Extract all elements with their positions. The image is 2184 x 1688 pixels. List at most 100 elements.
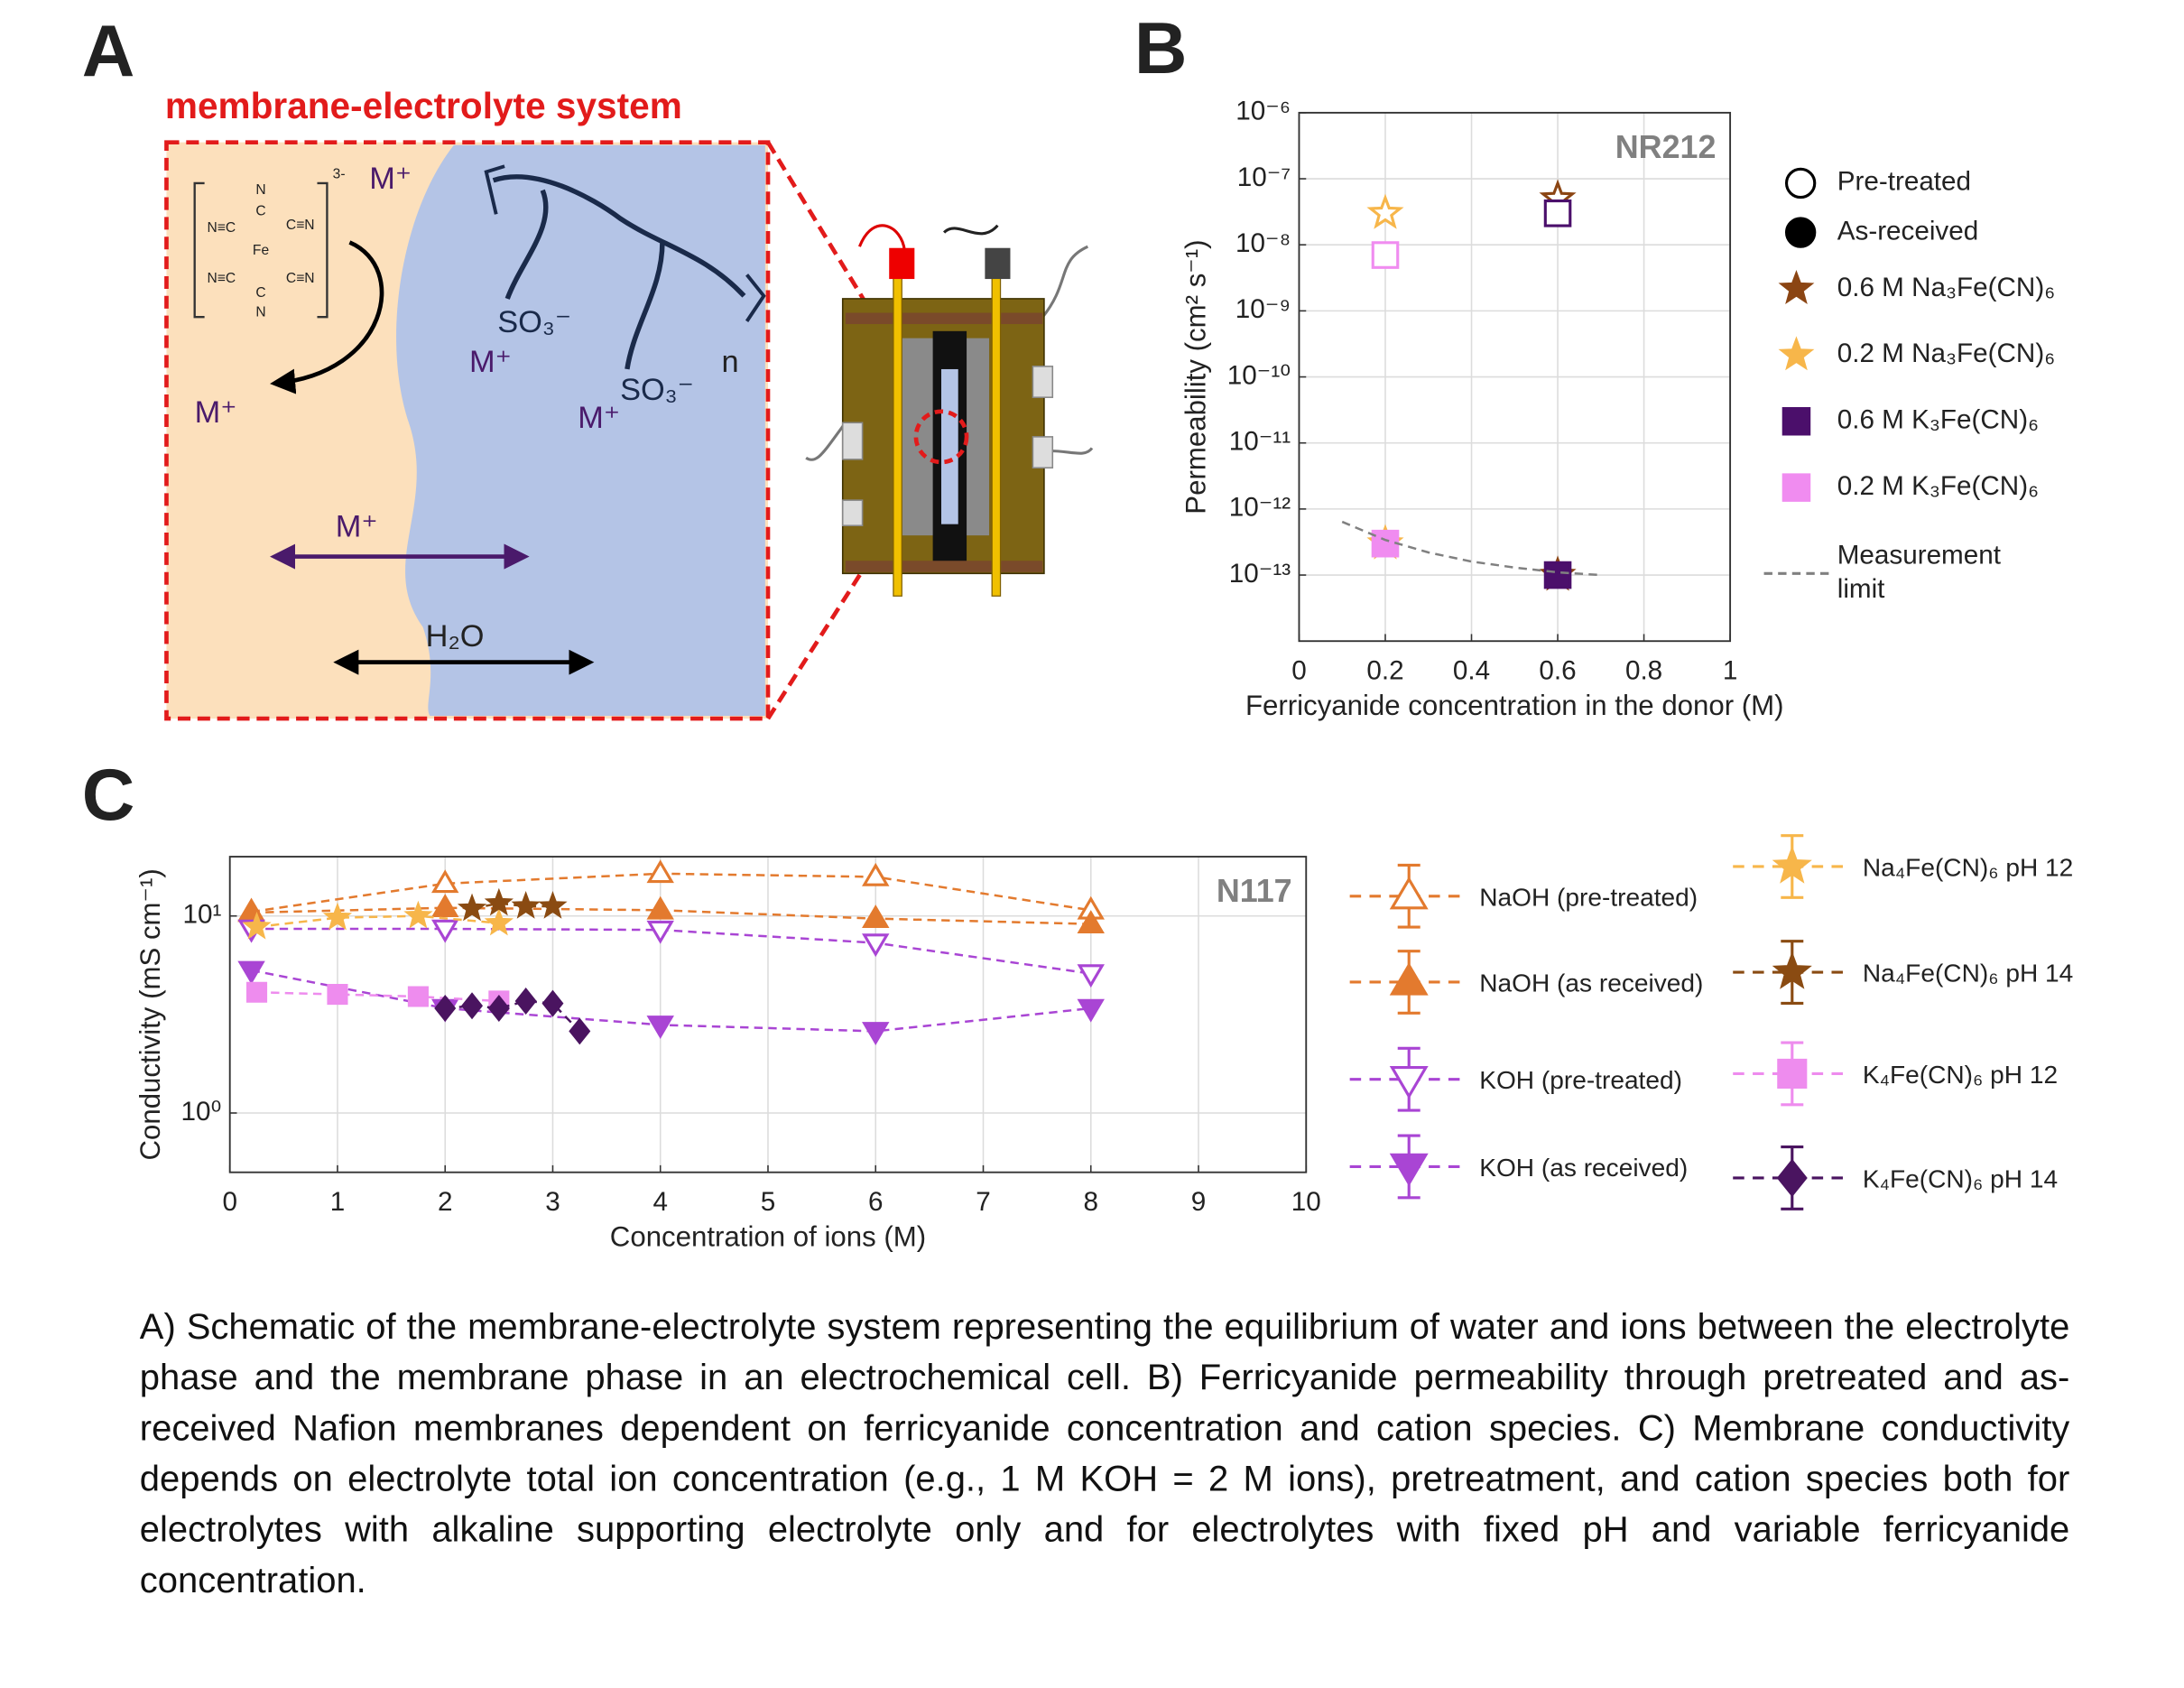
data-point	[862, 1022, 890, 1045]
legend: NaOH (pre-treated) NaOH (as received) KOH …	[1349, 834, 2073, 1210]
data-point	[431, 894, 459, 918]
legend-label: Pre-treated	[1837, 167, 1971, 197]
y-tick-label: 10⁻⁸	[1235, 228, 1291, 258]
data-point	[327, 984, 348, 1006]
y-tick-label: 10⁻⁷	[1237, 162, 1291, 192]
y-tick-label: 10⁻¹²	[1229, 493, 1291, 523]
legend-label: KOH (pre-treated)	[1479, 1066, 1682, 1094]
atom: N	[255, 182, 265, 198]
data-point	[403, 900, 433, 929]
data-point	[1077, 964, 1105, 988]
legend-marker	[1389, 1153, 1429, 1187]
legend-label: Na₄Fe(CN)₆ pH 12	[1863, 854, 2073, 882]
label: 3-	[333, 167, 346, 182]
series-line	[256, 914, 499, 929]
legend-marker	[1778, 270, 1815, 304]
data-point	[646, 859, 674, 884]
data-point	[1077, 910, 1105, 933]
y-axis-label: Permeability (cm² s⁻¹)	[1180, 239, 1211, 514]
legend-marker	[1389, 876, 1429, 910]
data-point	[487, 995, 510, 1022]
x-tick-label: 4	[652, 1187, 668, 1217]
y-tick-label: 10⁻⁶	[1235, 97, 1291, 126]
y-tick-label: 10⁻¹⁰	[1227, 360, 1291, 390]
data-point	[457, 893, 487, 922]
x-tick-label: 5	[761, 1187, 776, 1217]
legend-label: Na₄Fe(CN)₆ pH 14	[1863, 960, 2073, 988]
data-point	[322, 902, 353, 931]
legend-marker	[1777, 1058, 1808, 1089]
caption: A) Schematic of the membrane-electrolyte…	[139, 1307, 2070, 1601]
x-tick-label: 10	[1291, 1187, 1321, 1217]
data-point	[862, 933, 890, 958]
x-tick-label: 9	[1191, 1187, 1207, 1217]
legend-label: Measurement limit	[1837, 540, 2002, 603]
data-point	[1077, 998, 1105, 1023]
x-tick-label: 0	[1291, 655, 1307, 685]
x-tick-label: 8	[1084, 1187, 1099, 1217]
legend-marker	[1772, 951, 1812, 989]
data-point	[1371, 529, 1400, 558]
chart: 0 0.2 0.4 0.6 0.8 1 10⁻¹³ 10⁻¹² 10⁻¹¹ 10⁻¹⁰ 10⁻⁹ 10…	[1180, 97, 1783, 721]
panel-label: A	[82, 11, 135, 92]
legend-marker	[1778, 336, 1815, 371]
caption-box: A) Schematic of the membrane-electrolyte…	[139, 1307, 2070, 1601]
data-point	[514, 988, 537, 1015]
x-tick-label: 0.2	[1366, 655, 1403, 685]
data-point	[646, 895, 674, 920]
x-tick-label: 0.8	[1625, 655, 1662, 685]
legend-marker	[1781, 406, 1811, 436]
x-tick-label: 2	[438, 1187, 453, 1217]
data-point	[538, 891, 568, 919]
legend-marker	[1772, 845, 1812, 884]
data-point	[646, 920, 674, 944]
label: M⁺	[195, 395, 237, 430]
data-point	[237, 960, 265, 985]
x-tick-label: 6	[868, 1187, 884, 1217]
legend-label-line: limit	[1837, 574, 1885, 604]
complex: N C N≡C C≡N Fe N≡C C≡N C N	[208, 182, 315, 320]
atom: C≡N	[286, 218, 315, 233]
atom: C≡N	[286, 271, 315, 286]
label: n	[721, 345, 738, 379]
label: M⁺	[369, 162, 412, 196]
series-line	[1341, 520, 1601, 577]
legend-label: K₄Fe(CN)₆ pH 12	[1863, 1061, 2058, 1089]
bracket	[193, 181, 329, 319]
legend-label: NaOH (as received)	[1479, 969, 1703, 997]
legend-label: NaOH (pre-treated)	[1479, 883, 1698, 911]
y-tick-label: 10⁻¹³	[1229, 559, 1291, 589]
data-point	[461, 992, 484, 1020]
x-tick-label: 0.6	[1539, 655, 1576, 685]
data-point	[484, 907, 514, 936]
y-tick-label: 10⁻¹¹	[1229, 427, 1291, 457]
annotation: NR212	[1615, 129, 1717, 165]
legend-marker	[1784, 167, 1817, 199]
legend-label: KOH (as received)	[1479, 1154, 1688, 1182]
legend-marker	[1784, 217, 1817, 248]
polymer	[484, 164, 766, 370]
membrane-phase	[396, 144, 765, 716]
panel-label: B	[1134, 8, 1188, 89]
legend-marker	[1389, 962, 1429, 996]
x-tick-label: 3	[545, 1187, 560, 1217]
data-point	[1543, 199, 1572, 227]
legend-label: As-received	[1837, 216, 1978, 246]
legend-label: 0.2 M Na₃Fe(CN)₆	[1837, 339, 2055, 368]
schematic-title: membrane-electrolyte system	[165, 85, 682, 126]
data-point	[245, 981, 268, 1003]
axes-frame	[1298, 111, 1732, 643]
cell-device	[805, 224, 1094, 597]
data-point	[569, 1017, 591, 1045]
frame	[164, 140, 771, 721]
legend-label-line: Measurement	[1837, 540, 2002, 570]
atom: N	[255, 305, 265, 320]
legend-marker	[1389, 1066, 1429, 1099]
data-point	[862, 862, 890, 886]
atom: N≡C	[208, 271, 236, 286]
data-point	[541, 989, 564, 1017]
atom: Fe	[253, 243, 269, 258]
legend-label: 0.6 M Na₃Fe(CN)₆	[1837, 273, 2055, 302]
